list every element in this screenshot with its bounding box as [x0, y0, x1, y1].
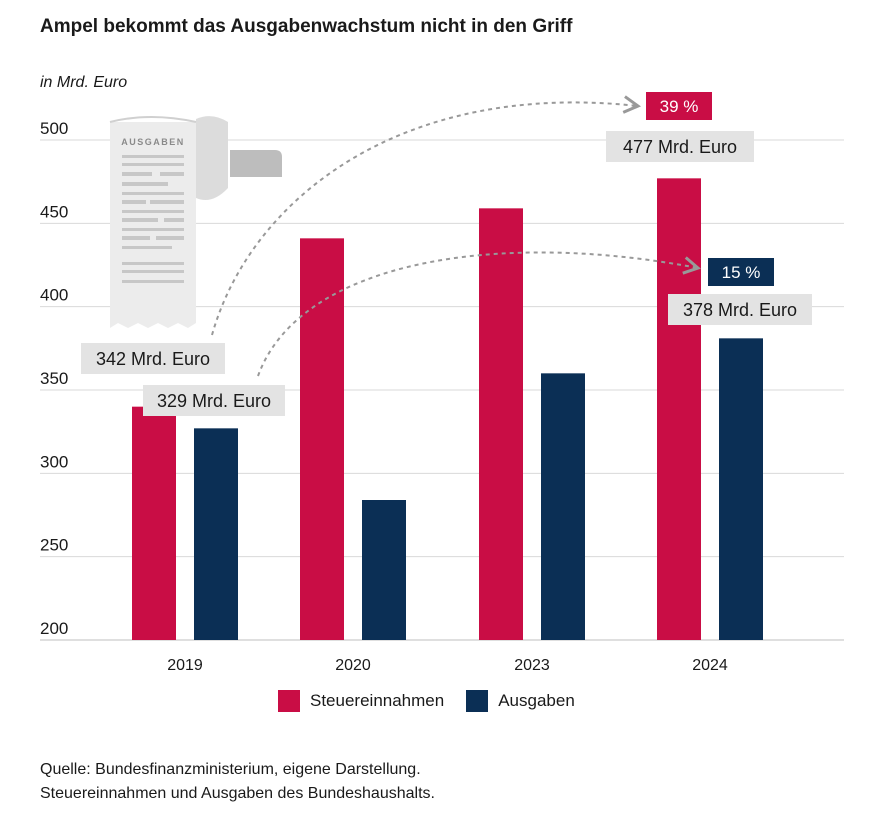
bar-ausgaben-2019	[194, 428, 238, 640]
value-box-steuer-2019: 342 Mrd. Euro	[81, 343, 225, 374]
receipt-illustration: AUSGABEN	[109, 116, 282, 328]
legend-label-steuer: Steuereinnahmen	[310, 691, 445, 710]
y-tick-label: 400	[40, 286, 68, 305]
bar-steuer-2020	[300, 238, 344, 641]
value-box-ausgaben-2024: 378 Mrd. Euro	[668, 294, 812, 325]
bar-steuer-2024	[657, 178, 701, 641]
y-tick-label: 450	[40, 202, 68, 221]
value-box-ausgaben-2019: 329 Mrd. Euro	[143, 385, 285, 416]
x-tick-label: 2024	[692, 657, 728, 674]
x-tick-label: 2023	[514, 657, 550, 674]
source-line-2: Steuereinnahmen und Ausgaben des Bundesh…	[40, 785, 435, 802]
growth-arrow-ausgaben	[257, 251, 701, 377]
growth-arrow-steuer	[211, 95, 642, 336]
y-tick-label: 350	[40, 369, 68, 388]
y-tick-label: 500	[40, 119, 68, 138]
chart-title: Ampel bekommt das Ausgabenwachstum nicht…	[40, 16, 573, 37]
legend-item-steuer: Steuereinnahmen	[278, 690, 444, 712]
bar-ausgaben-2024	[719, 338, 763, 640]
change-label-ausgaben: 15 %	[722, 263, 761, 282]
source-line-1: Quelle: Bundesfinanzministerium, eigene …	[40, 761, 421, 778]
receipt-label: AUSGABEN	[121, 137, 185, 147]
y-tick-label: 250	[40, 536, 68, 555]
legend-swatch-ausgaben	[466, 690, 489, 712]
value-box-steuer-2024: 477 Mrd. Euro	[606, 131, 754, 162]
legend-item-ausgaben: Ausgaben	[466, 690, 575, 712]
bar-ausgaben-2023	[541, 373, 585, 640]
y-tick-label: 300	[40, 452, 68, 471]
legend-swatch-steuer	[278, 690, 300, 712]
bar-steuer-2019	[132, 406, 176, 640]
unit-label: in Mrd. Euro	[40, 74, 128, 91]
x-tick-label: 2019	[167, 657, 203, 674]
bar-ausgaben-2020	[362, 500, 406, 640]
value-label-ausgaben-2019: 329 Mrd. Euro	[157, 391, 271, 411]
x-tick-label: 2020	[335, 657, 371, 674]
source-note: Quelle: Bundesfinanzministerium, eigene …	[40, 758, 435, 806]
change-label-steuer: 39 %	[660, 97, 699, 116]
value-label-steuer-2019: 342 Mrd. Euro	[96, 349, 210, 369]
bar-steuer-2023	[479, 208, 523, 641]
value-label-steuer-2024: 477 Mrd. Euro	[623, 137, 737, 157]
y-tick-label: 200	[40, 619, 68, 638]
legend: Steuereinnahmen Ausgaben	[278, 690, 597, 712]
x-tick-labels: 2019 2020 2023 2024	[167, 657, 728, 674]
change-badge-steuer: 39 %	[646, 92, 712, 120]
change-badge-ausgaben: 15 %	[708, 258, 774, 286]
legend-label-ausgaben: Ausgaben	[498, 691, 575, 710]
bar-layer	[132, 178, 763, 641]
y-tick-labels: 200 250 300 350 400 450 500	[40, 119, 68, 638]
value-label-ausgaben-2024: 378 Mrd. Euro	[683, 300, 797, 320]
